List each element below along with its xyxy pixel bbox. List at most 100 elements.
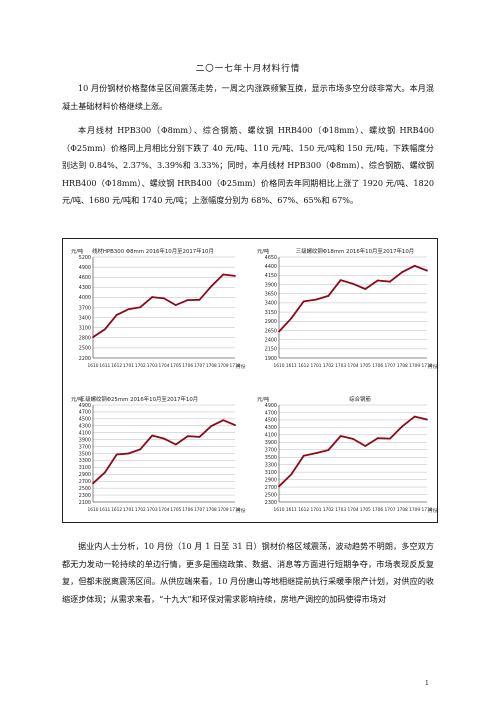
x-tick-label: 1611 xyxy=(99,507,110,513)
x-tick-label: 1703 xyxy=(147,363,158,369)
data-point xyxy=(151,296,154,298)
series-line xyxy=(92,419,236,484)
x-tick-label: 1701 xyxy=(311,363,322,369)
data-point xyxy=(174,443,177,446)
data-point xyxy=(163,437,165,440)
data-point xyxy=(352,282,354,285)
y-tick-label: 3400 xyxy=(79,315,91,321)
x-tick-label: 1707 xyxy=(385,507,396,513)
x-tick-label: 1707 xyxy=(385,363,396,369)
x-unit-label: 月份 xyxy=(236,363,246,370)
x-tick-label: 1612 xyxy=(111,507,122,513)
data-point xyxy=(389,280,391,283)
y-tick-label: 2300 xyxy=(79,493,91,499)
data-point xyxy=(127,308,130,311)
y-tick-label: 2200 xyxy=(79,356,91,362)
x-tick-label: 1703 xyxy=(335,507,346,513)
data-point xyxy=(413,264,416,267)
y-tick-label: 4650 xyxy=(265,255,277,261)
y-tick-label: 3300 xyxy=(79,458,91,464)
data-point xyxy=(92,336,94,339)
x-tick-label: 1708 xyxy=(206,363,217,369)
y-tick-label: 3100 xyxy=(79,465,91,471)
x-tick-label: 1707 xyxy=(194,507,205,513)
y-tick-label: 4100 xyxy=(79,431,91,437)
x-tick-label: 1611 xyxy=(99,363,110,369)
y-tick-label: 2700 xyxy=(79,479,91,485)
x-tick-label: 1704 xyxy=(348,507,359,513)
chart-frame: 元/吨 线材HPB300 Φ8mm 2016年10月至2017年10月 5200 49… xyxy=(62,238,438,523)
x-tick-label: 1705 xyxy=(170,507,181,513)
x-tick-label: 1709 xyxy=(218,363,229,369)
y-tick-label: 4500 xyxy=(79,417,91,423)
x-tick-label: 1703 xyxy=(335,363,346,369)
x-tick-label: 1702 xyxy=(135,363,146,369)
y-tick-label: 4300 xyxy=(79,424,91,430)
y-tick-label: 4900 xyxy=(79,403,91,409)
x-tick-label: 1706 xyxy=(372,363,383,369)
data-point xyxy=(426,418,428,421)
data-point xyxy=(151,434,154,437)
x-tick-label: 1708 xyxy=(206,507,217,513)
data-point xyxy=(376,437,379,440)
y-tick-label: 3700 xyxy=(265,448,277,454)
data-point xyxy=(401,425,404,428)
data-point xyxy=(163,297,165,300)
data-point xyxy=(103,328,106,331)
y-tick-label: 3900 xyxy=(79,437,91,443)
data-point xyxy=(376,279,379,282)
y-tick-label: 4300 xyxy=(265,425,277,431)
x-tick-label: 1701 xyxy=(123,363,134,369)
x-tick-label: 1709 xyxy=(409,507,420,513)
x-tick-label: 1708 xyxy=(397,507,408,513)
data-point xyxy=(426,269,428,272)
y-tick-label: 4700 xyxy=(79,410,91,416)
intro-paragraph: 10 月份钢材价格整体呈区间震荡走势，一周之内涨跌频繁互换，显示市场多空分歧非常… xyxy=(62,83,434,111)
page-title: 二〇一七年十月材料行情 xyxy=(195,64,301,74)
x-tick-label: 1610 xyxy=(274,507,285,513)
y-tick-label: 3700 xyxy=(79,305,91,311)
y-tick-label: 3500 xyxy=(79,451,91,457)
data-point xyxy=(234,424,236,426)
y-tick-label: 4900 xyxy=(265,403,277,409)
chart-hrb400-18mm: 元/吨 三级螺纹钢Φ18mm 2016年10月至2017年10月 4650 4400 4… xyxy=(257,247,438,370)
x-tick-label: 1705 xyxy=(360,507,371,513)
y-tick-label: 3100 xyxy=(265,470,277,476)
data-point xyxy=(103,471,106,474)
y-tick-label: 3900 xyxy=(265,282,277,288)
data-point xyxy=(352,438,354,440)
x-tick-label: 1610 xyxy=(274,363,285,369)
x-tick-label: 1710 xyxy=(422,363,433,369)
x-tick-label: 1709 xyxy=(409,363,420,369)
y-tick-label: 2100 xyxy=(79,500,91,506)
data-point xyxy=(278,330,280,333)
y-tick-label: 4500 xyxy=(265,418,277,424)
data-point xyxy=(401,271,404,273)
data-point xyxy=(127,452,130,455)
y-tick-label: 4100 xyxy=(265,433,277,439)
data-point xyxy=(364,445,367,447)
y-tick-label: 2650 xyxy=(265,328,277,334)
data-point xyxy=(302,454,305,457)
x-tick-label: 1704 xyxy=(159,507,170,513)
x-tick-label: 1612 xyxy=(298,363,309,369)
y-unit-label: 元/吨 xyxy=(71,395,83,403)
data-point xyxy=(327,295,330,297)
series-line xyxy=(278,415,428,487)
y-tick-label: 3100 xyxy=(79,326,91,332)
data-point xyxy=(413,415,416,418)
data-point xyxy=(234,274,236,277)
y-tick-label: 2300 xyxy=(265,500,277,506)
y-tick-label: 2150 xyxy=(265,347,277,353)
y-tick-label: 4400 xyxy=(265,264,277,270)
x-tick-label: 1707 xyxy=(194,363,205,369)
y-tick-label: 2900 xyxy=(265,319,277,325)
data-point xyxy=(302,300,305,303)
x-tick-label: 1702 xyxy=(323,363,334,369)
x-tick-label: 1612 xyxy=(298,507,309,513)
page-number: 1 xyxy=(425,680,429,687)
x-tick-label: 1702 xyxy=(135,507,146,513)
y-tick-label: 1900 xyxy=(265,356,277,362)
x-tick-label: 1702 xyxy=(323,507,334,513)
